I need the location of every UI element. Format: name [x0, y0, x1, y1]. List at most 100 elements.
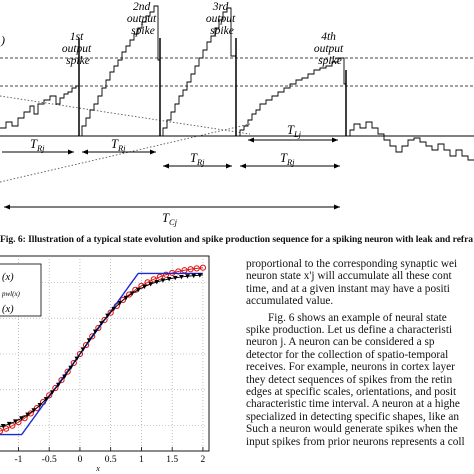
series-red-point — [162, 271, 170, 278]
series-black-point — [135, 287, 141, 293]
body-line: Fig. 6 shows an example of neural state — [268, 311, 447, 324]
series-red-point — [89, 333, 96, 340]
body-line: edges at specific scales, orientations, … — [246, 386, 457, 399]
x-tick-label: 0 — [78, 455, 83, 465]
series-red-point — [199, 264, 207, 271]
series-black-point — [74, 356, 80, 362]
x-tick-label: -0.5 — [42, 455, 57, 465]
series-red-point — [156, 273, 163, 280]
x-tick-label: -1 — [14, 455, 22, 465]
series-black-point — [142, 284, 147, 290]
series-red-point — [0, 428, 4, 435]
spike-1-label: 1st output spike — [62, 31, 94, 67]
series-red-point — [150, 276, 157, 283]
neuron-state-trace — [0, 5, 474, 161]
series-black-point — [92, 329, 98, 334]
interval-label-rj-1: TRj — [30, 137, 45, 153]
series-black-point — [185, 274, 190, 279]
series-black-point — [49, 390, 55, 395]
interval-label-rj-4: TRj — [280, 151, 295, 167]
x-tick-label: 1.5 — [166, 455, 178, 465]
spike-4-label: 4th output spike — [314, 31, 346, 67]
body-line: neuron state x'j will accumulate all the… — [246, 270, 452, 283]
series-black-point — [80, 347, 86, 352]
series-black-point — [86, 338, 92, 343]
series-red-point — [3, 425, 10, 432]
series-black-point — [12, 419, 18, 424]
body-line: time, and at a given instant may have a … — [246, 282, 450, 295]
figure-left-edge-text: ) — [0, 33, 5, 47]
decay-guide-1 — [0, 95, 251, 135]
activation-function-plot: -1 -0.5 0 0.5 1 1.5 2 (x) pwl(x) (x) x — [0, 255, 210, 473]
interval-label-rj-2: TRj — [111, 137, 126, 153]
plot-frame — [0, 255, 210, 452]
legend-entry-3: (x) — [2, 304, 14, 315]
body-line: Such a neuron would generate spikes when… — [246, 423, 458, 436]
series-black-point — [31, 408, 37, 413]
state-evolution-figure: ) 1st output spike 2nd output spike 3rd … — [0, 1, 474, 227]
series-black-point — [172, 275, 178, 281]
series-red-point — [64, 368, 71, 375]
series-red-point — [187, 266, 194, 273]
x-tick-label: 1 — [139, 455, 144, 465]
interval-label-cj: TCj — [162, 211, 178, 227]
series-black-point — [25, 412, 31, 417]
decay-guide-2 — [0, 123, 251, 183]
legend-box — [0, 263, 42, 317]
series-black-point — [37, 403, 43, 408]
figure-6-caption: Fig. 6: Illustration of a typical state … — [0, 234, 474, 245]
series-black-point — [197, 273, 203, 278]
series-black-point — [160, 278, 166, 283]
body-text-column: proportional to the corresponding synapt… — [246, 258, 474, 474]
series-black-point — [179, 274, 184, 280]
series-red-point — [46, 392, 53, 399]
spike-3-label: 3rd output spike — [206, 1, 238, 37]
series-black-point — [19, 416, 24, 421]
interval-label-lj: TLj — [287, 123, 302, 139]
series-red-point — [58, 376, 65, 384]
interval-label-rj-3: TRj — [190, 151, 205, 167]
body-line: detector for the collection of spatio-te… — [246, 348, 449, 361]
series-black-point — [99, 321, 104, 326]
plot-series — [0, 264, 207, 436]
series-black-point — [111, 306, 117, 312]
series-red-point — [33, 405, 40, 412]
series-black-point — [43, 397, 49, 402]
body-line: input spikes from prior neurons represen… — [246, 435, 465, 448]
series-black-point — [123, 295, 129, 301]
series-black-point — [148, 282, 154, 287]
series-red-point — [95, 324, 102, 332]
series-black-point — [154, 280, 160, 285]
legend-entry-1: (x) — [2, 272, 14, 283]
series-black-point — [166, 276, 172, 282]
series-black-point — [62, 374, 67, 379]
series-red-point — [193, 265, 200, 272]
series-black-point — [117, 300, 123, 306]
series-black-point — [68, 365, 74, 371]
series-red-point — [70, 359, 77, 367]
body-line: receives. For example, neurons in cortex… — [246, 361, 455, 374]
series-red-point — [76, 350, 84, 358]
series-red-point — [119, 296, 127, 303]
body-line: accumulated value. — [246, 295, 334, 308]
series-black-point — [191, 273, 197, 279]
plot-x-ticks: -1 -0.5 0 0.5 1 1.5 2 — [14, 447, 206, 465]
x-tick-label: 2 — [201, 455, 206, 465]
body-line: they detect sequences of spikes from the… — [246, 373, 453, 386]
body-line: proportional to the corresponding synapt… — [246, 258, 458, 270]
series-black-point — [56, 382, 61, 388]
body-line: neuron j. A neuron can be considered a s… — [246, 336, 435, 349]
body-line: spike production. Let us define a charac… — [246, 324, 453, 337]
series-red-point — [82, 341, 90, 349]
series-black-point — [105, 313, 111, 319]
series-black-point — [129, 291, 135, 296]
series-red-point — [52, 384, 59, 392]
series-black-point — [6, 421, 12, 427]
legend-entry-2: pwl(x) — [1, 290, 21, 298]
body-line: specialized in detecting specific shapes… — [246, 410, 459, 423]
x-axis-label: x — [95, 464, 100, 473]
series-black-point — [0, 423, 6, 429]
spike-2-label: 2nd output spike — [127, 1, 159, 37]
x-tick-label: 0.5 — [105, 455, 117, 465]
series-red-point — [101, 316, 108, 324]
